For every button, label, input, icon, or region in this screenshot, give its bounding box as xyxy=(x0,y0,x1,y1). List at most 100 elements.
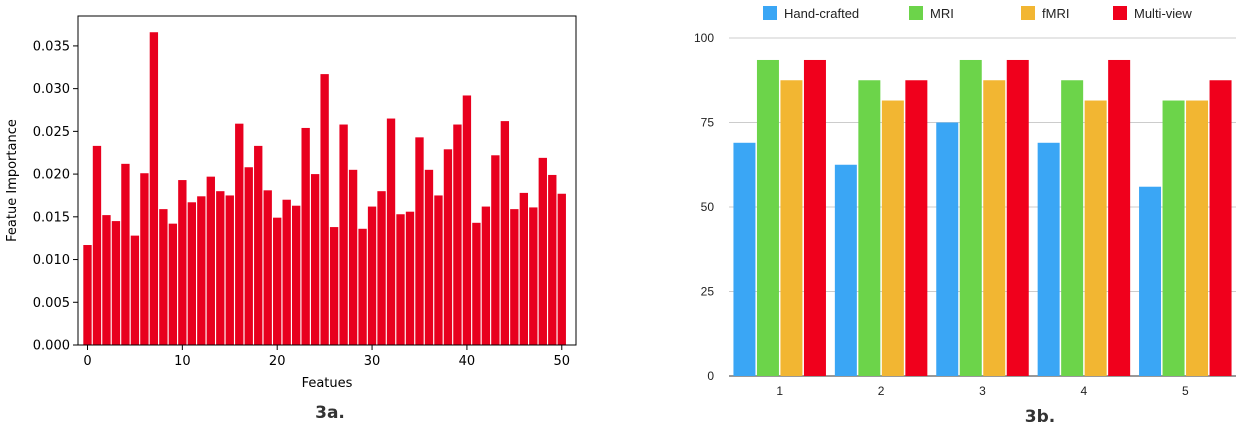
feature-bar xyxy=(254,145,263,345)
feature-bar xyxy=(548,174,557,345)
bar-hand-crafted xyxy=(733,142,756,376)
y-tick-label: 0.035 xyxy=(33,39,70,54)
feature-bar xyxy=(301,127,310,345)
feature-bar xyxy=(434,195,443,345)
feature-bar xyxy=(149,32,159,346)
bar-mri xyxy=(959,59,982,376)
feature-bar xyxy=(168,223,178,345)
x-tick-label: 5 xyxy=(1182,384,1189,398)
bar-mri xyxy=(756,59,779,376)
feature-bar xyxy=(235,123,244,345)
feature-bar xyxy=(273,217,282,345)
bar-mri xyxy=(1061,80,1084,376)
feature-bar xyxy=(510,209,519,345)
bar-hand-crafted xyxy=(1037,142,1060,376)
y-tick-label: 100 xyxy=(694,31,714,45)
y-tick-label: 0.015 xyxy=(33,210,70,225)
bar-multi-view xyxy=(905,80,928,376)
y-tick-label: 0.010 xyxy=(33,253,70,268)
y-axis-label: Featue Importance xyxy=(5,119,20,242)
y-tick-label: 0 xyxy=(707,369,714,383)
feature-bar xyxy=(519,192,529,345)
feature-importance-chart: 0.000 0.005 0.010 0.015 0.020 0.025 0.030 0.035… xyxy=(5,15,577,423)
bar-hand-crafted xyxy=(936,122,959,376)
y-tick-label: 25 xyxy=(701,285,715,299)
feature-bar xyxy=(206,176,215,345)
x-tick-label: 30 xyxy=(364,354,381,369)
legend-swatch xyxy=(1021,6,1035,20)
feature-bar xyxy=(472,222,481,345)
feature-bar xyxy=(178,180,187,345)
feature-bar xyxy=(557,193,566,345)
figure-caption: 3a. xyxy=(315,403,345,423)
y-tick-label: 0.025 xyxy=(33,125,70,140)
x-tick-label: 4 xyxy=(1081,384,1088,398)
y-tick-label: 50 xyxy=(701,200,715,214)
feature-bar xyxy=(538,157,547,345)
feature-bar xyxy=(386,118,396,345)
bar-mri xyxy=(1162,100,1185,376)
bar-fmri xyxy=(983,80,1006,376)
feature-bar xyxy=(216,191,225,345)
plot-frame xyxy=(77,15,577,346)
bar-mri xyxy=(858,80,881,376)
feature-bar xyxy=(405,211,415,345)
feature-bar xyxy=(377,191,386,345)
bar-hand-crafted xyxy=(1139,186,1162,376)
feature-bar xyxy=(282,199,291,345)
feature-bar xyxy=(443,149,453,345)
legend-swatch xyxy=(909,6,923,20)
feature-bar xyxy=(102,215,111,345)
feature-bar xyxy=(121,163,130,345)
feature-bar xyxy=(187,202,197,345)
legend-swatch xyxy=(763,6,777,20)
feature-bar xyxy=(529,207,538,345)
feature-bar xyxy=(462,95,472,346)
bar-fmri xyxy=(881,100,904,376)
y-tick-label: 75 xyxy=(701,116,715,130)
feature-bar xyxy=(500,121,510,345)
bar-hand-crafted xyxy=(834,164,857,376)
x-tick-label: 0 xyxy=(83,354,91,369)
feature-bar xyxy=(140,173,149,345)
feature-bar xyxy=(310,174,320,345)
bar-multi-view xyxy=(803,59,826,376)
legend-swatch xyxy=(1113,6,1127,20)
feature-bar xyxy=(159,209,168,345)
feature-bar xyxy=(130,235,140,345)
feature-bar xyxy=(83,245,92,345)
feature-bar xyxy=(111,221,121,345)
feature-bar xyxy=(481,206,491,345)
feature-bar xyxy=(415,137,424,345)
bar-multi-view xyxy=(1006,59,1029,376)
feature-bar xyxy=(197,196,206,345)
x-tick-label: 2 xyxy=(878,384,885,398)
feature-bar xyxy=(244,167,253,345)
feature-bar xyxy=(263,190,272,345)
x-tick-label: 3 xyxy=(979,384,986,398)
x-tick-label: 20 xyxy=(269,354,286,369)
x-tick-label: 40 xyxy=(459,354,476,369)
bar-fmri xyxy=(1186,100,1209,376)
feature-bar xyxy=(92,145,102,345)
feature-bar xyxy=(225,195,234,345)
bar-fmri xyxy=(1084,100,1107,376)
x-tick-label: 1 xyxy=(776,384,783,398)
legend-label: Multi-view xyxy=(1134,6,1192,21)
x-axis-label: Featues xyxy=(302,376,353,391)
feature-bar xyxy=(291,205,301,345)
y-tick-label: 0.000 xyxy=(33,339,70,354)
legend-label: fMRI xyxy=(1042,6,1069,21)
x-tick-label: 10 xyxy=(174,354,191,369)
feature-bar xyxy=(358,228,367,345)
feature-bar xyxy=(367,206,377,345)
feature-bar xyxy=(491,155,500,345)
feature-bar xyxy=(348,169,358,345)
feature-bar xyxy=(320,74,329,345)
y-tick-label: 0.005 xyxy=(33,296,70,311)
feature-bar xyxy=(424,169,434,345)
legend-label: MRI xyxy=(930,6,954,21)
feature-bar xyxy=(396,214,405,345)
bar-multi-view xyxy=(1209,80,1232,376)
bar-fmri xyxy=(780,80,803,376)
